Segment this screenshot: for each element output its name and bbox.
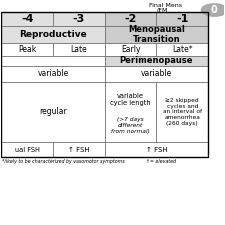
Bar <box>105 56 208 65</box>
Circle shape <box>201 4 225 16</box>
Bar <box>156 82 208 142</box>
Bar <box>105 13 156 26</box>
Bar <box>53 43 105 56</box>
Bar <box>105 65 208 82</box>
Bar <box>1 13 208 157</box>
Text: ↑= elevated: ↑= elevated <box>146 160 176 164</box>
Text: Late: Late <box>70 45 87 54</box>
Text: ↑ FSH: ↑ FSH <box>146 146 167 153</box>
Bar <box>156 43 208 56</box>
Text: ↑ FSH: ↑ FSH <box>68 146 90 153</box>
Text: -4: -4 <box>21 14 34 24</box>
Bar <box>53 13 105 26</box>
Bar <box>1 13 53 26</box>
Text: Reproductive: Reproductive <box>19 30 87 39</box>
Bar <box>53 142 105 157</box>
Text: *likely to be characterized by vasomotor symptoms: *likely to be characterized by vasomotor… <box>2 160 125 164</box>
Text: Perimenopause: Perimenopause <box>120 56 193 65</box>
Text: ≥2 skipped
cycles and
an interval of
amenorrhea
(260 days): ≥2 skipped cycles and an interval of ame… <box>163 98 202 126</box>
Text: Final Mens: Final Mens <box>149 3 182 8</box>
Text: ual FSH: ual FSH <box>15 146 40 153</box>
Bar <box>1 43 53 56</box>
Text: variable: variable <box>37 69 69 78</box>
Bar <box>105 142 208 157</box>
Text: 0: 0 <box>211 5 218 15</box>
Text: -2: -2 <box>124 14 137 24</box>
Text: Late*: Late* <box>172 45 193 54</box>
Text: -1: -1 <box>176 14 189 24</box>
Text: regular: regular <box>39 107 67 116</box>
Bar <box>1 142 53 157</box>
Bar <box>1 82 105 142</box>
Text: -3: -3 <box>73 14 85 24</box>
Text: (FM: (FM <box>156 8 168 13</box>
Text: Menopausal
Transition: Menopausal Transition <box>128 25 185 44</box>
Text: variable: variable <box>141 69 172 78</box>
Bar <box>105 82 156 142</box>
Text: variable
cycle length: variable cycle length <box>110 93 151 106</box>
Bar <box>105 43 156 56</box>
Text: Early: Early <box>121 45 140 54</box>
Bar <box>1 26 105 43</box>
Text: Peak: Peak <box>18 45 36 54</box>
Bar <box>105 26 208 43</box>
Bar <box>1 65 105 82</box>
Bar <box>156 13 208 26</box>
Bar <box>1 56 105 65</box>
Text: (>7 days
different
from normal): (>7 days different from normal) <box>111 117 150 134</box>
